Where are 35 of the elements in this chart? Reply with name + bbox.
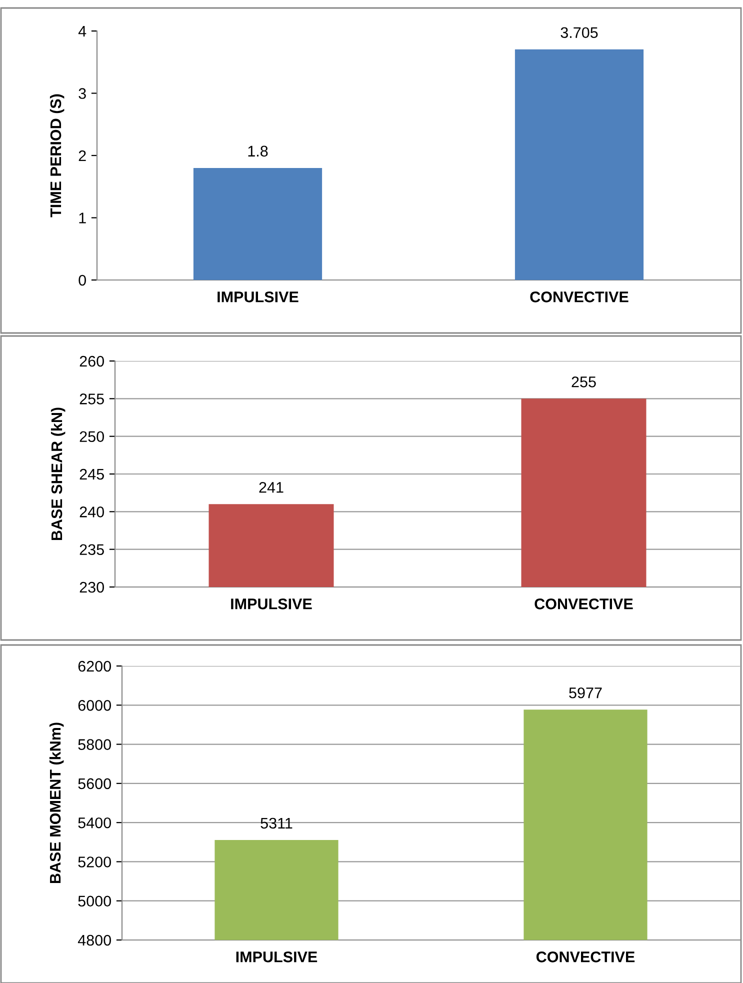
y-tick-label: 230: [80, 582, 104, 593]
x-tick-label: IMPULSIVE: [236, 952, 318, 962]
x-tick-label: CONVECTIVE: [534, 598, 633, 610]
x-tick-label: CONVECTIVE: [536, 952, 635, 962]
data-label: 5977: [569, 687, 602, 698]
data-label: 5311: [260, 818, 292, 829]
y-tick-label: 4: [78, 26, 86, 37]
y-tick-label: 5400: [78, 817, 111, 828]
y-tick-label: 235: [80, 544, 104, 556]
y-tick-label: 5600: [78, 778, 111, 790]
y-tick-label: 6000: [78, 700, 111, 711]
y-tick-label: 6200: [78, 660, 111, 672]
y-axis-title: TIME PERIOD (S): [50, 94, 64, 218]
x-tick-label: IMPULSIVE: [218, 292, 298, 302]
data-label: 1.8: [248, 146, 268, 157]
y-tick-label: 240: [80, 506, 104, 518]
data-label: 3.705: [560, 27, 598, 38]
y-tick-label: 5000: [78, 896, 111, 907]
y-tick-label: 0: [78, 274, 86, 286]
y-tick-label: 260: [80, 356, 104, 367]
y-tick-label: 245: [80, 468, 104, 480]
data-label: 255: [572, 376, 596, 388]
y-tick-label: 3: [78, 88, 86, 99]
y-tick-label: 5200: [78, 856, 111, 868]
x-tick-label: IMPULSIVE: [231, 598, 312, 610]
y-tick-label: 1: [79, 212, 86, 224]
data-label: 241: [259, 482, 284, 493]
x-tick-label: CONVECTIVE: [530, 292, 628, 302]
y-tick-label: 5800: [78, 739, 111, 750]
y-tick-label: 2: [78, 150, 86, 162]
y-axis-title: BASE MOMENT (kNm): [49, 722, 64, 884]
y-tick-label: 4800: [78, 934, 111, 946]
y-tick-label: 255: [80, 394, 104, 404]
y-axis-title: BASE SHEAR (kN): [50, 408, 66, 540]
y-tick-label: 250: [80, 431, 104, 442]
